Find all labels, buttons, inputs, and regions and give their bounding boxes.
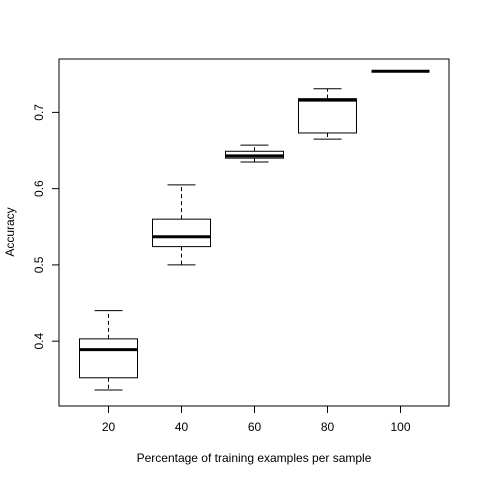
y-tick-label: 0.7 bbox=[32, 104, 46, 121]
box-80 bbox=[298, 88, 357, 140]
x-tick-label: 20 bbox=[102, 420, 116, 434]
y-axis: 0.4 0.5 0.6 0.7 bbox=[32, 104, 60, 350]
x-axis: 20 40 60 80 100 bbox=[102, 405, 411, 434]
iqr-box bbox=[152, 218, 211, 248]
iqr-box bbox=[79, 338, 138, 379]
y-tick-label: 0.4 bbox=[32, 333, 46, 350]
box-20 bbox=[79, 310, 138, 391]
x-tick-label: 40 bbox=[175, 420, 189, 434]
y-tick-label: 0.5 bbox=[32, 256, 46, 273]
box-group bbox=[79, 69, 430, 391]
x-tick-label: 60 bbox=[248, 420, 262, 434]
x-axis-label: Percentage of training examples per samp… bbox=[137, 451, 372, 465]
box-40 bbox=[152, 184, 211, 266]
x-tick-label: 100 bbox=[390, 420, 410, 434]
box-60 bbox=[225, 144, 284, 163]
iqr-box bbox=[298, 98, 357, 134]
y-axis-label: Accuracy bbox=[3, 207, 17, 256]
x-tick-label: 80 bbox=[321, 420, 335, 434]
y-tick-label: 0.6 bbox=[32, 180, 46, 197]
